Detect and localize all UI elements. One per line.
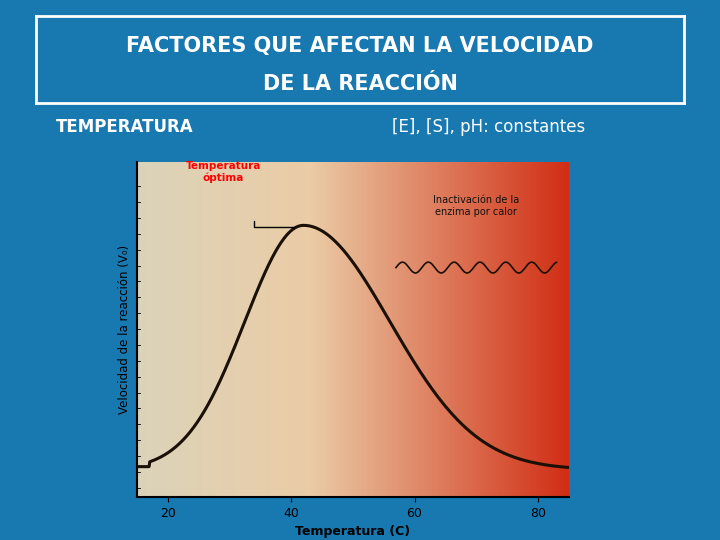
- Y-axis label: Velocidad de la reacción (V₀): Velocidad de la reacción (V₀): [118, 245, 131, 414]
- X-axis label: Temperatura (C): Temperatura (C): [295, 525, 410, 538]
- Text: Temperatura
óptima: Temperatura óptima: [186, 161, 261, 183]
- Text: Inactivación de la
enzima por calor: Inactivación de la enzima por calor: [433, 195, 519, 217]
- Text: TEMPERATURA: TEMPERATURA: [55, 118, 193, 136]
- Text: FACTORES QUE AFECTAN LA VELOCIDAD: FACTORES QUE AFECTAN LA VELOCIDAD: [126, 36, 594, 57]
- Text: DE LA REACCIÓN: DE LA REACCIÓN: [263, 73, 457, 93]
- Text: [E], [S], pH: constantes: [E], [S], pH: constantes: [392, 118, 585, 136]
